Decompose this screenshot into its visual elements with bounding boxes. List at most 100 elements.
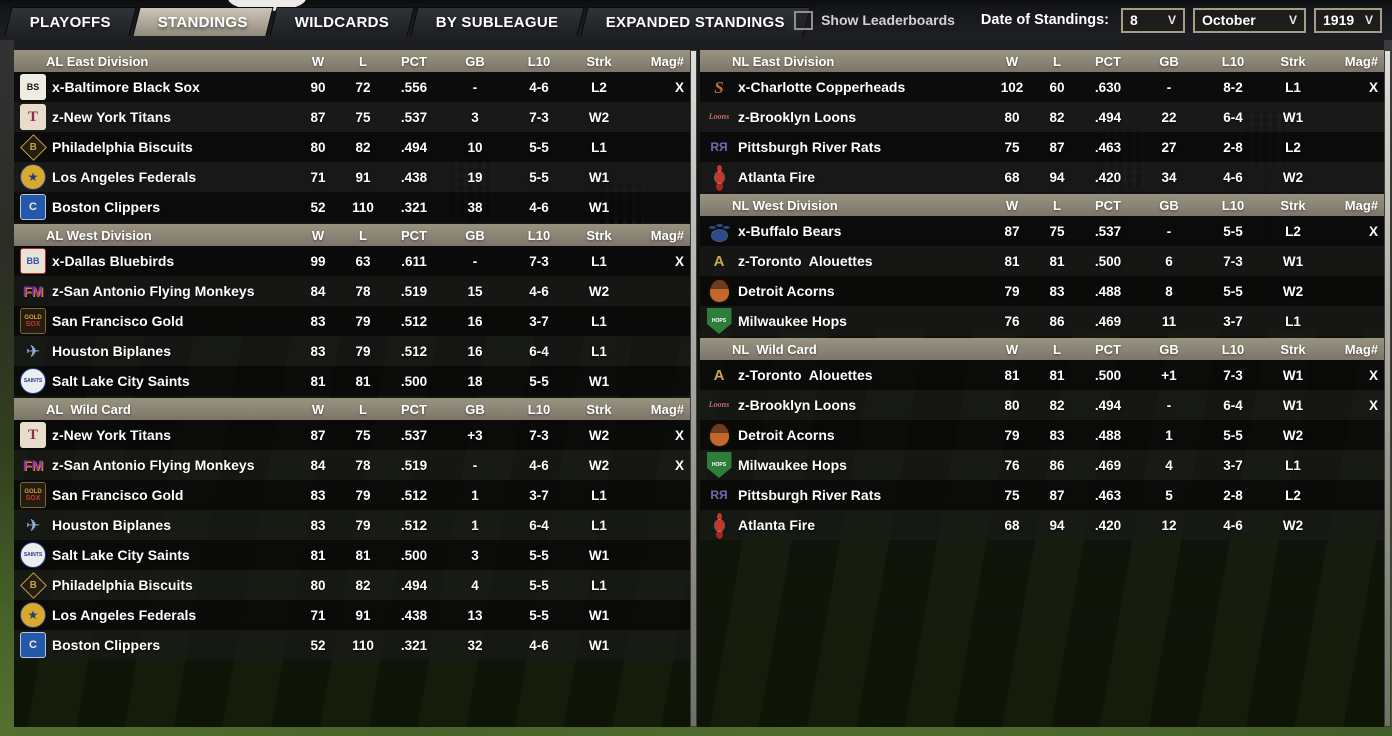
tab-by-subleague[interactable]: BY SUBLEAGUE: [410, 7, 585, 36]
standings-row-x-baltimore-black-sox[interactable]: BS x-Baltimore Black Sox 90 72 .556 - 4-6 L2 X: [14, 72, 691, 102]
year-dropdown[interactable]: 1919 V: [1314, 7, 1382, 33]
stat-l: 72: [355, 79, 371, 95]
stat-w: 75: [1004, 487, 1020, 503]
standings-row-milwaukee-hops[interactable]: HOPS Milwaukee Hops 76 86 .469 11 3-7 L1: [700, 306, 1385, 336]
tab-expanded-standings[interactable]: EXPANDED STANDINGS: [580, 7, 811, 36]
col-header-strk: Strk: [586, 53, 612, 69]
standings-row-z-brooklyn-loons[interactable]: Loons z-Brooklyn Loons 80 82 .494 - 6-4 W1 X: [700, 390, 1385, 420]
stat-pct: .537: [400, 109, 428, 125]
standings-row-z-san-antonio-flying-monkeys[interactable]: FM z-San Antonio Flying Monkeys 84 78 .519 15…: [14, 276, 691, 306]
magic-number: X: [674, 427, 684, 443]
stat-gb: -: [1166, 223, 1172, 239]
stat-pct: .556: [400, 79, 428, 95]
standings-row-philadelphia-biscuits[interactable]: B Philadelphia Biscuits 80 82 .494 10 5-5 L1: [14, 132, 691, 162]
stat-pct: .500: [1094, 253, 1122, 269]
day-dropdown[interactable]: 8 V: [1121, 7, 1185, 33]
standings-row-x-dallas-bluebirds[interactable]: BB x-Dallas Bluebirds 99 63 .611 - 7-3 L1 X: [14, 246, 691, 276]
col-header-strk: Strk: [1280, 197, 1306, 213]
show-leaderboards-checkbox[interactable]: [794, 10, 814, 30]
standings-row-boston-clippers[interactable]: C Boston Clippers 52 110 .321 32 4-6 W1: [14, 630, 691, 660]
tab-label: EXPANDED STANDINGS: [605, 13, 785, 31]
standings-row-salt-lake-city-saints[interactable]: SAINTS Salt Lake City Saints 81 81 .500 18 5-5…: [14, 366, 691, 396]
stat-w: 87: [310, 427, 326, 443]
stat-strk: L2: [591, 79, 607, 95]
stat-gb: 19: [467, 169, 483, 185]
stat-l: 81: [1049, 253, 1065, 269]
division-header: NL East Division W L PCT GB L10 Strk Mag#: [700, 50, 1385, 72]
standings-row-atlanta-fire[interactable]: Atlanta Fire 68 94 .420 34 4-6 W2: [700, 162, 1385, 192]
chevron-down-icon: V: [1364, 13, 1373, 27]
stat-pct: .469: [1094, 313, 1122, 329]
tab-label: BY SUBLEAGUE: [436, 13, 559, 31]
col-header-strk: Strk: [586, 227, 612, 243]
standings-row-houston-biplanes[interactable]: ✈ Houston Biplanes 83 79 .512 1 6-4 L1: [14, 510, 691, 540]
stat-l10: 3-7: [529, 487, 549, 503]
stat-gb: 22: [1161, 109, 1177, 125]
team-name: Atlanta Fire: [738, 517, 816, 533]
stat-gb: 1: [1165, 427, 1173, 443]
stat-strk: L1: [591, 343, 607, 359]
nl-column-scrollbar[interactable]: [1384, 50, 1391, 727]
col-header-l10: L10: [527, 53, 551, 69]
team-name: z-Brooklyn Loons: [738, 109, 857, 125]
hops-logo-icon: HOPS: [706, 452, 732, 478]
stat-w: 81: [310, 373, 326, 389]
tab-playoffs[interactable]: PLAYOFFS: [4, 7, 137, 36]
stat-w: 71: [310, 169, 326, 185]
standings-row-los-angeles-federals[interactable]: ★ Los Angeles Federals 71 91 .438 13 5-5 W1: [14, 600, 691, 630]
col-header-gb: GB: [1159, 53, 1179, 69]
team-logo-cell: [700, 218, 738, 244]
col-header-l: L: [1053, 197, 1061, 213]
stat-pct: .519: [400, 283, 428, 299]
stat-l10: 3-7: [1223, 457, 1243, 473]
stat-pct: .611: [401, 253, 427, 269]
standings-row-detroit-acorns[interactable]: Detroit Acorns 79 83 .488 1 5-5 W2: [700, 420, 1385, 450]
standings-row-salt-lake-city-saints[interactable]: SAINTS Salt Lake City Saints 81 81 .500 3 5-5 W…: [14, 540, 691, 570]
al-standings-column: AL East Division W L PCT GB L10 Strk Mag# BS x-Ba…: [14, 50, 691, 662]
standings-row-philadelphia-biscuits[interactable]: B Philadelphia Biscuits 80 82 .494 4 5-5 L1: [14, 570, 691, 600]
standings-row-z-brooklyn-loons[interactable]: Loons z-Brooklyn Loons 80 82 .494 22 6-4 W1: [700, 102, 1385, 132]
saints-logo-icon: SAINTS: [20, 542, 46, 568]
bears-logo-icon: [706, 218, 732, 244]
al-column-scrollbar[interactable]: [690, 50, 697, 727]
standings-row-houston-biplanes[interactable]: ✈ Houston Biplanes 83 79 .512 16 6-4 L1: [14, 336, 691, 366]
standings-row-boston-clippers[interactable]: C Boston Clippers 52 110 .321 38 4-6 W1: [14, 192, 691, 222]
standings-row-x-buffalo-bears[interactable]: x-Buffalo Bears 87 75 .537 - 5-5 L2 X: [700, 216, 1385, 246]
show-leaderboards-label: Show Leaderboards: [821, 12, 955, 28]
standings-row-san-francisco-gold[interactable]: GOLD SOX San Francisco Gold 83 79 .512 16 3-7 L1: [14, 306, 691, 336]
blacksox-logo-icon: BS: [20, 74, 46, 100]
standings-row-milwaukee-hops[interactable]: HOPS Milwaukee Hops 76 86 .469 4 3-7 L1: [700, 450, 1385, 480]
team-name: Boston Clippers: [52, 637, 161, 653]
team-logo-cell: FM: [14, 452, 52, 478]
tab-wildcards[interactable]: WILDCARDS: [269, 7, 415, 36]
stat-l10: 4-6: [529, 457, 549, 473]
standings-row-z-san-antonio-flying-monkeys[interactable]: FM z-San Antonio Flying Monkeys 84 78 .519 - 4…: [14, 450, 691, 480]
stat-l: 83: [1049, 427, 1065, 443]
team-logo-cell: A: [700, 248, 738, 274]
col-header-gb: GB: [465, 53, 485, 69]
standings-row-san-francisco-gold[interactable]: GOLD SOX San Francisco Gold 83 79 .512 1 3-7 L1: [14, 480, 691, 510]
year-value: 1919: [1323, 12, 1355, 28]
stat-strk: L2: [1285, 487, 1301, 503]
col-header-l10: L10: [1221, 197, 1245, 213]
standings-row-pittsburgh-river-rats[interactable]: RЯ Pittsburgh River Rats 75 87 .463 27 2-8 L2: [700, 132, 1385, 162]
stat-w: 83: [310, 313, 326, 329]
month-dropdown[interactable]: October V: [1193, 7, 1306, 33]
stat-w: 84: [310, 457, 326, 473]
league-logo-partial: [228, 0, 306, 11]
stat-l: 82: [355, 139, 371, 155]
alouettes-logo-icon: A: [713, 366, 725, 384]
magic-number: X: [1368, 79, 1378, 95]
tab-standings[interactable]: STANDINGS: [132, 7, 274, 36]
standings-row-los-angeles-federals[interactable]: ★ Los Angeles Federals 71 91 .438 19 5-5 W1: [14, 162, 691, 192]
standings-row-pittsburgh-river-rats[interactable]: RЯ Pittsburgh River Rats 75 87 .463 5 2-8 L2: [700, 480, 1385, 510]
team-name: z-San Antonio Flying Monkeys: [52, 283, 255, 299]
standings-row-detroit-acorns[interactable]: Detroit Acorns 79 83 .488 8 5-5 W2: [700, 276, 1385, 306]
standings-row-atlanta-fire[interactable]: Atlanta Fire 68 94 .420 12 4-6 W2: [700, 510, 1385, 540]
titans-logo-icon: T: [20, 104, 46, 130]
